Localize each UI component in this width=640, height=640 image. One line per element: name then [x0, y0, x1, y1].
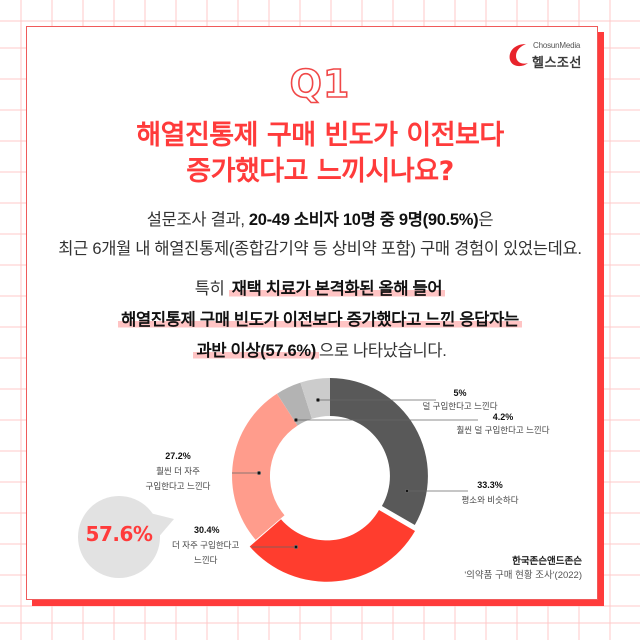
label-less-pct: 5%	[453, 388, 467, 398]
slice-much-more-often	[232, 393, 298, 540]
label-less: 5% 덜 구입한다고 느낀다	[420, 386, 500, 414]
intro-line-2: 최근 6개월 내 해열진통제(종합감기약 등 상비약 포함) 구매 경험이 있었…	[58, 240, 582, 258]
slice-similar	[330, 378, 428, 525]
intro-suffix: 은	[478, 211, 494, 229]
label-similar-pct: 33.3%	[477, 480, 503, 490]
label-less-text: 덜 구입한다고 느낀다	[422, 401, 498, 411]
slice-much-less	[277, 382, 312, 426]
label-much-more-text-1: 훨씬 더 자주	[156, 466, 200, 476]
label-much-less-text: 훨씬 덜 구입한다고 느낀다	[456, 425, 550, 435]
logo-title: 헬스조선	[532, 55, 582, 70]
label-much-less-pct: 4.2%	[492, 412, 514, 422]
highlight-bold-3: 과반 이상(57.6%)	[193, 342, 319, 360]
logo-subtitle: ChosunMedia	[533, 41, 581, 50]
label-more-often-text-1: 더 자주 구입한다고	[172, 540, 240, 550]
title-line-2: 증가했다고 느끼시나요?	[186, 156, 454, 187]
label-much-more-pct: 27.2%	[165, 451, 191, 461]
label-much-more-often: 27.2% 훨씬 더 자주 구입한다고 느낀다	[138, 449, 218, 494]
highlight-paragraph: 특히 재택 치료가 본격화된 올해 들어 해열진통제 구매 빈도가 이전보다 증…	[0, 274, 640, 367]
label-much-less: 4.2% 훨씬 덜 구입한다고 느낀다	[448, 410, 558, 438]
slice-more-often	[249, 510, 415, 582]
intro-bold: 20-49 소비자 10명 중 9명(90.5%)	[248, 211, 479, 229]
label-similar: 33.3% 평소와 비슷하다	[460, 478, 520, 508]
highlight-prefix: 특히	[194, 280, 229, 298]
label-similar-text: 평소와 비슷하다	[461, 495, 519, 505]
question-label: Q1	[289, 61, 351, 107]
source-survey: '의약품 구매 현황 조사'(2022)	[464, 570, 582, 581]
source-org: 한국존슨앤드존슨	[512, 556, 582, 567]
label-much-more-text-2: 구입한다고 느낀다	[145, 481, 211, 491]
callout-value: 57.6%	[85, 522, 153, 546]
highlight-line-1: 특히 재택 치료가 본격화된 올해 들어	[0, 274, 640, 305]
label-more-often-text-2: 느낀다	[194, 555, 218, 565]
highlight-bold-1: 재택 치료가 본격화된 올해 들어	[228, 280, 446, 298]
highlight-line-3: 과반 이상(57.6%) 으로 나타났습니다.	[0, 336, 640, 367]
label-more-often-pct: 30.4%	[194, 525, 220, 535]
highlight-bold-2: 해열진통제 구매 빈도가 이전보다 증가했다고 느낀 응답자는	[118, 311, 522, 329]
source-citation: 한국존슨앤드존슨 '의약품 구매 현황 조사'(2022)	[464, 555, 582, 583]
callout-bubble	[78, 496, 174, 578]
intro-prefix: 설문조사 결과,	[146, 211, 249, 229]
slice-less	[300, 378, 330, 419]
highlight-line-2: 해열진통제 구매 빈도가 이전보다 증가했다고 느낀 응답자는	[0, 305, 640, 336]
page-title: 해열진통제 구매 빈도가 이전보다 증가했다고 느끼시나요?	[0, 118, 640, 190]
title-line-1: 해열진통제 구매 빈도가 이전보다	[136, 120, 504, 151]
intro-line-1: 설문조사 결과, 20-49 소비자 10명 중 9명(90.5%)은	[0, 206, 640, 235]
chosun-logo-icon	[509, 44, 528, 67]
intro-paragraph: 설문조사 결과, 20-49 소비자 10명 중 9명(90.5%)은 최근 6…	[0, 206, 640, 264]
highlight-suffix: 으로 나타났습니다.	[318, 342, 447, 360]
label-more-often: 30.4% 더 자주 구입한다고 느낀다	[172, 523, 252, 568]
